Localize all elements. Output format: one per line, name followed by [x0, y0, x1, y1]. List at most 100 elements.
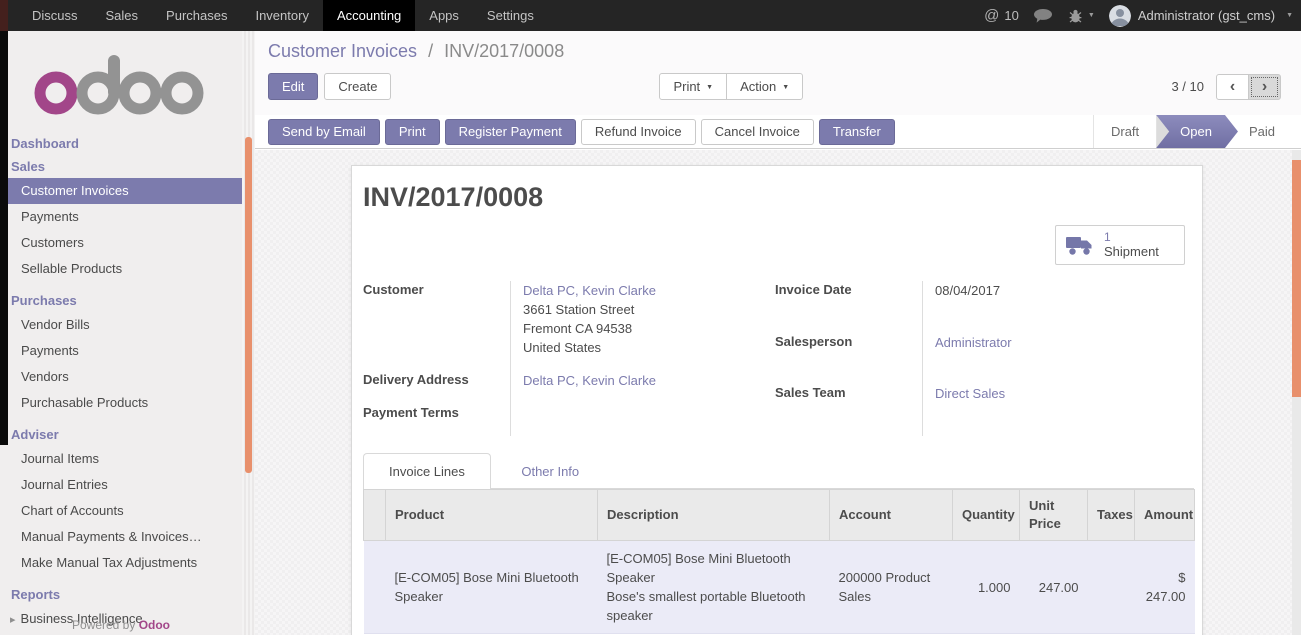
invoice-line-row[interactable]: [E-COM05] Bose Mini Bluetooth Speaker [E…	[363, 540, 1195, 634]
tab-invoice-lines[interactable]: Invoice Lines	[363, 453, 491, 489]
nav-settings[interactable]: Settings	[486, 8, 534, 23]
sidebar-item-chart-of-accounts[interactable]: Chart of Accounts	[21, 503, 124, 518]
create-button[interactable]: Create	[324, 73, 392, 100]
control-panel-buttons: Edit Create Print ▼ Action ▼ 3 / 10 ‹ ›	[268, 73, 1301, 100]
row-handle-cell	[363, 540, 386, 634]
field-payment-terms: Payment Terms	[363, 404, 767, 436]
powered-by-brand-link[interactable]: Odoo	[138, 618, 171, 632]
description-line1: [E-COM05] Bose Mini Bluetooth Speaker	[606, 551, 791, 585]
sidebar-header-dashboard[interactable]: Dashboard	[11, 136, 79, 151]
sidebar-scrollbar-thumb[interactable]	[245, 137, 252, 473]
nav-sales[interactable]: Sales	[105, 8, 139, 23]
field-customer: Customer Delta PC, Kevin Clarke 3661 Sta…	[363, 281, 767, 371]
main-scrollbar-thumb[interactable]	[1292, 160, 1301, 397]
sidebar-item-vendor-bills[interactable]: Vendor Bills	[21, 317, 90, 332]
product-cell: [E-COM05] Bose Mini Bluetooth Speaker	[385, 540, 598, 634]
breadcrumb-current: INV/2017/0008	[444, 41, 565, 61]
pager-next-button[interactable]: ›	[1248, 73, 1281, 100]
sidebar-item-business-intelligence[interactable]: ▸ Business Intelligence	[0, 606, 242, 632]
main-scrollbar-track[interactable]	[1292, 150, 1301, 635]
sidebar-item-payments-sales[interactable]: Payments	[21, 209, 79, 224]
nav-inventory[interactable]: Inventory	[255, 8, 309, 23]
state-paid[interactable]: Paid	[1248, 124, 1275, 139]
shipment-count: 1	[1104, 230, 1111, 244]
nav-discuss[interactable]: Discuss	[32, 8, 78, 23]
caret-down-icon: ▼	[782, 84, 790, 91]
top-navbar: Discuss Sales Purchases Inventory Accoun…	[0, 0, 1301, 31]
print-dropdown-button[interactable]: Print ▼	[659, 73, 728, 100]
mention-counter[interactable]: @ 10	[984, 7, 1019, 24]
breadcrumb-customer-invoices[interactable]: Customer Invoices	[268, 41, 418, 61]
mention-count: 10	[1004, 8, 1019, 23]
field-sales-team: Sales Team Direct Sales	[775, 384, 1187, 436]
sales-team-link[interactable]: Direct Sales	[935, 386, 1006, 402]
sidebar-scrollbar-track[interactable]	[242, 31, 255, 635]
table-header-row: Product Description Account Quantity Uni…	[363, 489, 1195, 541]
sidebar-item-journal-items[interactable]: Journal Items	[21, 451, 100, 466]
powered-by: Powered by Odoo	[0, 618, 242, 632]
app-sidebar: Dashboard Sales Customer Invoices Paymen…	[0, 31, 255, 635]
print-label: Print	[673, 79, 701, 94]
customer-value: Delta PC, Kevin Clarke 3661 Station Stre…	[510, 281, 767, 371]
send-by-email-button[interactable]: Send by Email	[268, 118, 380, 145]
state-open[interactable]: Open	[1156, 115, 1238, 148]
control-panel: Customer Invoices / INV/2017/0008 Edit C…	[255, 31, 1301, 115]
nav-apps[interactable]: Apps	[429, 8, 459, 23]
print-action-group: Print ▼ Action ▼	[659, 73, 804, 100]
avatar	[1108, 4, 1131, 27]
sidebar-header-sales[interactable]: Sales	[11, 159, 45, 174]
sidebar-item-journal-entries[interactable]: Journal Entries	[21, 477, 108, 492]
chat-bubble-icon[interactable]	[1033, 8, 1053, 24]
debug-bug-icon[interactable]: ▼	[1067, 9, 1095, 23]
workflow-states: Draft Open Paid	[1092, 115, 1292, 148]
record-pager: 3 / 10 ‹ ›	[1171, 73, 1281, 100]
state-draft[interactable]: Draft	[1110, 124, 1140, 139]
register-payment-button[interactable]: Register Payment	[444, 118, 576, 145]
sidebar-item-sellable-products[interactable]: Sellable Products	[21, 261, 123, 276]
at-icon: @	[984, 7, 1000, 24]
salesperson-link[interactable]: Administrator	[935, 334, 1012, 350]
powered-by-prefix: Powered by	[71, 618, 136, 632]
description-cell: [E-COM05] Bose Mini Bluetooth Speaker Bo…	[597, 540, 830, 634]
sidebar-header-purchases[interactable]: Purchases	[11, 293, 77, 308]
tab-other-info[interactable]: Other Info	[521, 464, 580, 479]
edit-button[interactable]: Edit	[268, 73, 319, 100]
print-invoice-button[interactable]: Print	[384, 118, 440, 145]
sidebar-item-purchasable-products[interactable]: Purchasable Products	[21, 395, 149, 410]
user-menu[interactable]: Administrator (gst_cms) ▼	[1108, 4, 1293, 27]
pager-previous-button[interactable]: ‹	[1216, 73, 1249, 100]
customer-address-line1: 3661 Station Street	[523, 302, 635, 317]
sidebar-item-manual-payments-invoices[interactable]: Manual Payments & Invoices…	[21, 529, 202, 544]
sidebar-menu: Dashboard Sales Customer Invoices Paymen…	[0, 31, 242, 635]
invoice-lines-table: Product Description Account Quantity Uni…	[363, 489, 1195, 634]
nav-purchases[interactable]: Purchases	[166, 8, 228, 23]
caret-down-icon: ▼	[1087, 12, 1095, 19]
sidebar-item-label: Business Intelligence	[20, 611, 143, 626]
sidebar-header-adviser[interactable]: Adviser	[11, 427, 59, 442]
sidebar-item-make-manual-tax-adjustments[interactable]: Make Manual Tax Adjustments	[21, 555, 198, 570]
action-dropdown-button[interactable]: Action ▼	[726, 73, 804, 100]
breadcrumb-separator: /	[428, 41, 434, 61]
sidebar-item-payments-purchases[interactable]: Payments	[21, 343, 79, 358]
delivery-address-link[interactable]: Delta PC, Kevin Clarke	[523, 373, 656, 388]
customer-link[interactable]: Delta PC, Kevin Clarke	[523, 283, 656, 298]
refund-invoice-button[interactable]: Refund Invoice	[580, 118, 696, 145]
invoice-sheet: INV/2017/0008 1 Shipment Customer Delta …	[351, 165, 1203, 635]
sidebar-item-customers[interactable]: Customers	[21, 235, 84, 250]
main-content: Customer Invoices / INV/2017/0008 Edit C…	[255, 31, 1301, 635]
sidebar-item-vendors[interactable]: Vendors	[21, 369, 69, 384]
quantity-column-header: Quantity	[952, 489, 1020, 541]
expand-arrow-icon[interactable]: ▸	[10, 614, 16, 626]
sidebar-item-customer-invoices[interactable]: Customer Invoices	[0, 178, 242, 204]
handle-column-header	[363, 489, 386, 541]
window-edge-side	[0, 31, 8, 445]
sidebar-header-reports[interactable]: Reports	[11, 587, 61, 602]
amount-column-header: Amount	[1134, 489, 1195, 541]
cancel-invoice-button[interactable]: Cancel Invoice	[700, 118, 814, 145]
nav-accounting[interactable]: Accounting	[322, 0, 416, 31]
taxes-column-header: Taxes	[1087, 489, 1135, 541]
transfer-button[interactable]: Transfer	[818, 118, 895, 145]
customer-label: Customer	[363, 282, 424, 297]
delivery-address-label: Delivery Address	[363, 372, 469, 387]
shipment-stat-button[interactable]: 1 Shipment	[1055, 225, 1185, 265]
